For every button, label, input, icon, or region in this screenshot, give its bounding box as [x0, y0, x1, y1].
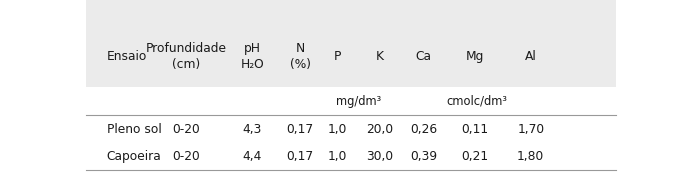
Text: 0,26: 0,26	[410, 123, 437, 136]
Text: 0-20: 0-20	[172, 150, 200, 163]
Text: 0,11: 0,11	[462, 123, 488, 136]
Text: 0-20: 0-20	[172, 123, 200, 136]
Text: mg/dm³: mg/dm³	[336, 95, 381, 108]
Bar	[86, 115, 616, 143]
Text: P: P	[334, 50, 341, 63]
Text: 1,0: 1,0	[328, 150, 347, 163]
Text: 20,0: 20,0	[366, 123, 393, 136]
Text: cmolᴄ/dm³: cmolᴄ/dm³	[447, 95, 508, 108]
Text: 4,3: 4,3	[243, 123, 262, 136]
Text: pH
H₂O: pH H₂O	[241, 42, 264, 71]
Text: 0,17: 0,17	[287, 150, 314, 163]
Text: Al: Al	[525, 50, 537, 63]
Text: 4,4: 4,4	[243, 150, 262, 163]
Text: 0,39: 0,39	[410, 150, 437, 163]
Text: Pleno sol: Pleno sol	[107, 123, 161, 136]
Text: Capoeira: Capoeira	[107, 150, 161, 163]
Text: Mg: Mg	[466, 50, 484, 63]
Text: Profundidade
(cm): Profundidade (cm)	[146, 42, 226, 71]
Text: Ca: Ca	[416, 50, 432, 63]
Text: 1,70: 1,70	[517, 123, 544, 136]
Text: 1,0: 1,0	[328, 123, 347, 136]
Text: Ensaio: Ensaio	[107, 50, 147, 63]
Text: K: K	[376, 50, 384, 63]
Bar	[86, 0, 616, 87]
Text: 0,17: 0,17	[287, 123, 314, 136]
Text: 1,80: 1,80	[517, 150, 544, 163]
Bar	[86, 143, 616, 170]
Text: 30,0: 30,0	[366, 150, 393, 163]
Text: 0,21: 0,21	[462, 150, 488, 163]
Text: N
(%): N (%)	[290, 42, 311, 71]
